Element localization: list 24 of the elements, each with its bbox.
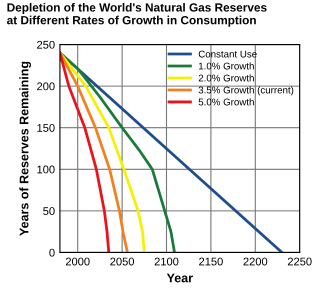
line-series [60, 51, 176, 252]
x-tick-label: 2200 [244, 258, 268, 266]
y-tick-label: 50 [43, 207, 55, 216]
legend-label: 5.0% Growth [198, 98, 254, 106]
y-tick-label: 100 [37, 166, 55, 174]
x-tick-label: 2100 [154, 258, 178, 266]
chart-title: Depletion of the World's Natural Gas Reserves at Different Rates of Growth in Consumption [7, 2, 267, 27]
y-axis-title: Years of Reserves Remaining [19, 62, 31, 236]
y-tick-label: 0 [49, 248, 55, 257]
x-axis-title: Year [166, 274, 193, 282]
line-series [60, 51, 129, 252]
y-tick-label: 250 [37, 40, 55, 49]
legend-label: 3.5% Growth (current) [198, 86, 294, 96]
x-tick-label: 2050 [110, 258, 134, 266]
x-tick-label: 2000 [66, 258, 90, 266]
x-tick-label: 2150 [199, 258, 223, 266]
y-tick-label: 150 [37, 124, 55, 132]
legend-label: 2.0% Growth [198, 74, 254, 82]
legend-label: Constant Use [198, 50, 257, 58]
line-series [60, 51, 146, 252]
x-tick-label: 2250 [288, 258, 312, 266]
y-tick-label: 200 [37, 82, 55, 90]
legend-label: 1.0% Growth [198, 62, 254, 70]
line-series [60, 51, 110, 252]
